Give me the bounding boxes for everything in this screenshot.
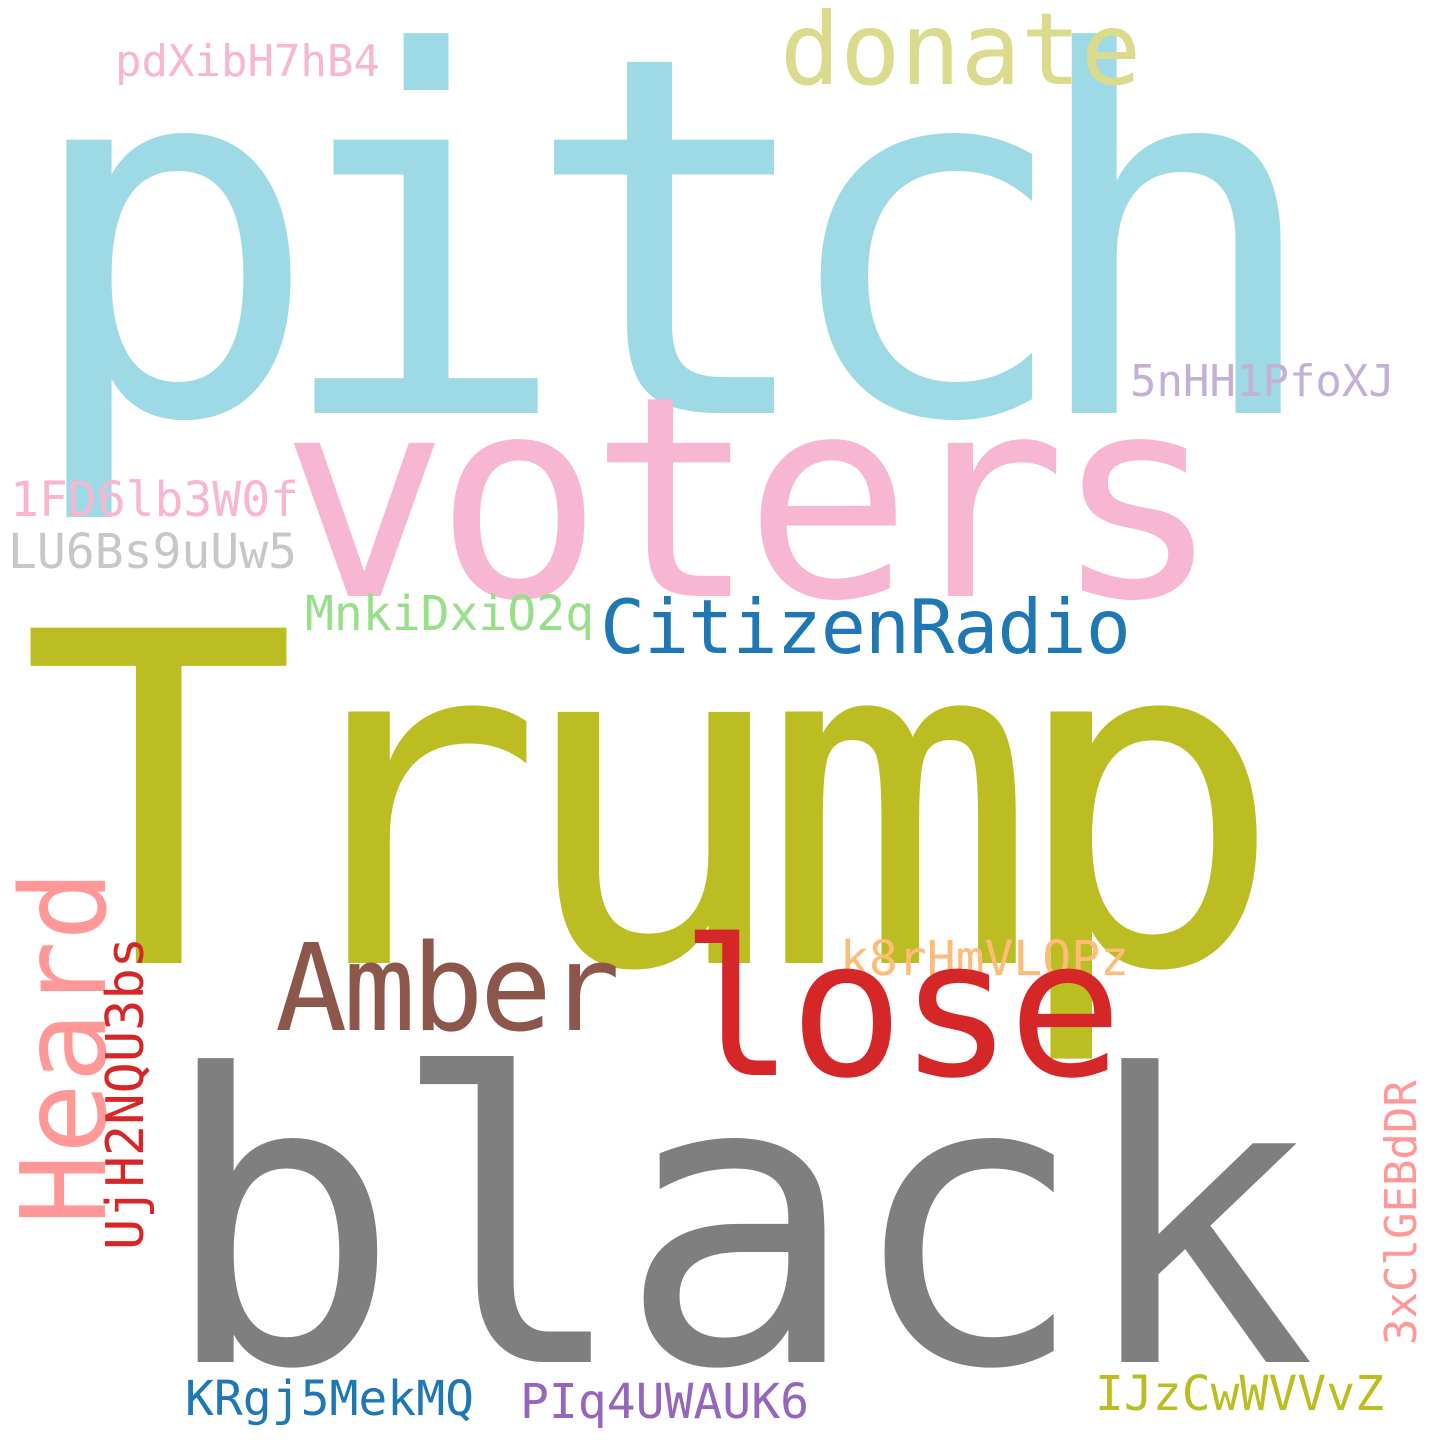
word-1fd6lb3w0f: 1FD6lb3W0f (10, 472, 299, 528)
word-ijzcwwvvvz: IJzCwWVVvZ (1095, 1366, 1384, 1422)
word-voters: voters (280, 337, 1221, 663)
word-piq4uwauk6: PIq4UWAUK6 (520, 1374, 809, 1430)
word-mnkidxio2q: MnkiDxiO2q (305, 586, 594, 642)
word-black: black (160, 992, 1316, 1440)
word-5nhh1pfoxj: 5nHH1PfoXJ (1130, 356, 1395, 407)
word-k8rhmvlopz: k8rHmVLOPz (840, 931, 1129, 987)
word-amber: Amber (275, 920, 620, 1059)
word-donate: donate (780, 0, 1142, 108)
word-trump: Trump (20, 537, 1285, 1072)
word-3xclgebddr: 3xClGEBdDR (1376, 1080, 1427, 1345)
word-pdxibh7hb4: pdXibH7hB4 (115, 36, 380, 87)
word-lose: lose (680, 899, 1123, 1120)
word-ujh2nqu3bs: UjH2NQU3bs (96, 936, 156, 1250)
word-pitch: pitch (20, 0, 1325, 531)
word-lu6bs9uuw5: LU6Bs9uUw5 (8, 524, 297, 580)
word-citizenradio: CitizenRadio (600, 583, 1131, 671)
word-krgj5mekmq: KRgj5MekMQ (185, 1371, 474, 1427)
